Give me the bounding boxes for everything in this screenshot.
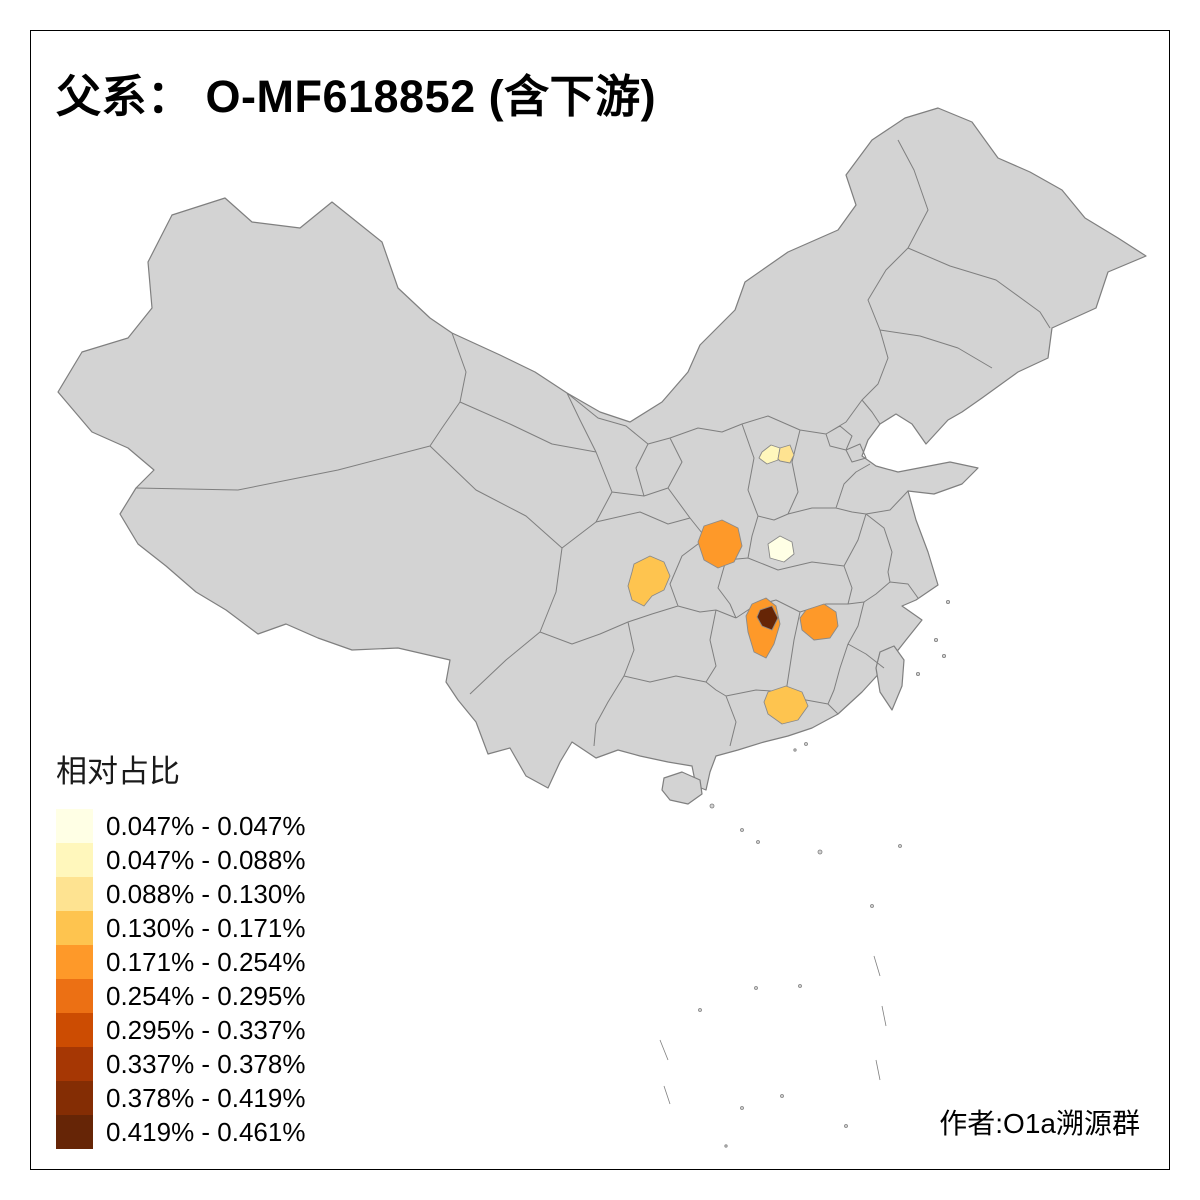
island-dot [942,654,947,659]
page-title: 父系： O-MF618852 (含下游) [56,71,657,122]
legend-swatch [56,911,93,945]
island-dot [934,638,939,643]
legend-label: 0.378% - 0.419% [106,1082,306,1113]
legend-swatch [56,1081,93,1115]
island-dot [817,849,823,855]
map-region-northwest-jiangxi [799,603,839,641]
legend-label: 0.171% - 0.254% [106,946,306,977]
map-region-northeast-sichuan [697,519,743,569]
legend-label: 0.295% - 0.337% [106,1014,306,1045]
map-region-south-shanxi-west [758,444,781,465]
legend-row: 0.088% - 0.130% [56,877,305,911]
sea-boundary-dashes [659,955,887,1105]
map-region-south-shanxi-east [777,444,795,464]
legend-swatch [56,1115,93,1149]
legend-label: 0.130% - 0.171% [106,912,306,943]
highlighted-regions [627,444,839,725]
island-dot [756,840,760,844]
legend-swatch [56,1047,93,1081]
map-region-north-guangdong [763,685,809,725]
legend-row: 0.171% - 0.254% [56,945,305,979]
attribution: 作者:O1a溯源群 [939,1108,1140,1139]
island-dot [780,1094,784,1098]
taiwan-island-shape [875,645,905,711]
map-region-east-hunan-dark-core [756,605,779,631]
legend-swatch [56,945,93,979]
legend-row: 0.047% - 0.088% [56,843,305,877]
china-mainland-shape [57,107,1147,791]
legend-label: 0.047% - 0.088% [106,844,306,875]
hainan-island-shape [661,771,703,805]
island-dot [754,986,758,990]
island-dot [844,1124,848,1128]
legend-row: 0.254% - 0.295% [56,979,305,1013]
island-dot [793,748,797,752]
island-dot [740,1106,744,1110]
legend-swatch [56,809,93,843]
legend-title: 相对占比 [56,754,180,789]
island-dot [804,742,808,746]
province-borders [135,139,1051,747]
island-dot [740,828,744,832]
legend-row: 0.130% - 0.171% [56,911,305,945]
island-dot [898,844,902,848]
province-border-lines [135,139,1051,747]
legend-row: 0.337% - 0.378% [56,1047,305,1081]
legend-label: 0.337% - 0.378% [106,1048,306,1079]
legend-swatch [56,843,93,877]
legend-label: 0.419% - 0.461% [106,1116,306,1147]
legend-row: 0.419% - 0.461% [56,1115,305,1149]
legend-swatch [56,1013,93,1047]
sea-islands [659,600,951,1148]
island-dot [724,1144,728,1148]
island-dot [798,984,802,988]
legend-swatch [56,877,93,911]
map-region-central-sichuan [627,555,671,607]
island-dot [870,904,874,908]
legend-row: 0.295% - 0.337% [56,1013,305,1047]
island-dot [709,803,715,809]
legend-swatch [56,979,93,1013]
map-base [57,107,1147,805]
island-dot [946,600,951,605]
legend-label: 0.088% - 0.130% [106,878,306,909]
map-region-central-hubei [767,535,795,563]
legend-row: 0.378% - 0.419% [56,1081,305,1115]
legend-label: 0.254% - 0.295% [106,980,306,1011]
island-dot [916,672,921,677]
island-dot [698,1008,702,1012]
legend-label: 0.047% - 0.047% [106,810,306,841]
legend: 相对占比 0.047% - 0.047% 0.047% - 0.088% 0.0… [56,746,305,1149]
legend-row: 0.047% - 0.047% [56,809,305,843]
